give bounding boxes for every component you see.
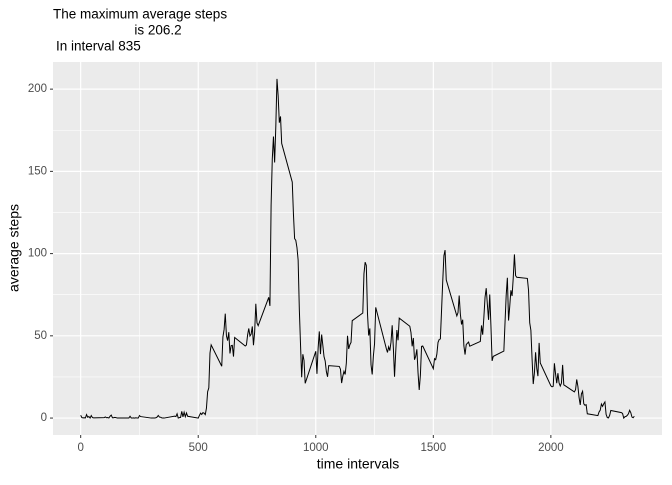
y-tick-label: 0 <box>41 412 47 424</box>
y-tick-label: 150 <box>28 165 47 177</box>
x-tick-label: 0 <box>77 442 83 454</box>
grid <box>53 62 662 435</box>
title-line: The maximum average steps <box>53 7 227 22</box>
x-tick-label: 1000 <box>303 442 329 454</box>
x-tick-label: 1500 <box>421 442 447 454</box>
x-axis-label: time intervals <box>317 456 399 472</box>
y-tick-label: 50 <box>34 330 47 342</box>
y-tick-label: 100 <box>28 248 47 260</box>
x-tick-label: 2000 <box>538 442 564 454</box>
title-line: In interval 835 <box>56 39 141 54</box>
line <box>80 78 635 420</box>
title-line: is 206.2 <box>134 23 181 38</box>
panel <box>53 62 662 435</box>
y-axis-label: average steps <box>6 204 22 292</box>
y-tick-label: 200 <box>28 83 47 95</box>
x-tick-label: 500 <box>189 442 208 454</box>
